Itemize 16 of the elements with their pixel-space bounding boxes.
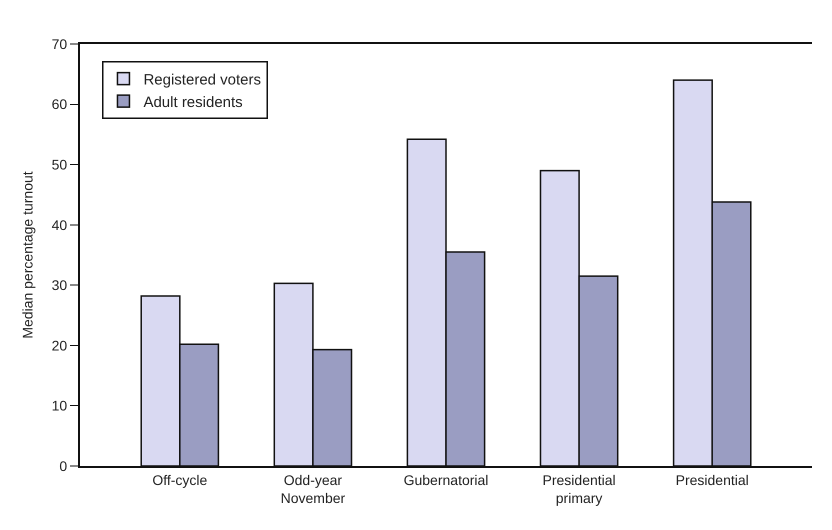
y-tick-label: 40 — [52, 216, 68, 233]
legend-label: Adult residents — [143, 94, 243, 111]
y-tick-label: 0 — [59, 458, 68, 474]
y-tick-label: 70 — [52, 36, 68, 52]
x-tick-label: Presidential — [676, 472, 749, 488]
x-tick-label: Presidential primary — [542, 472, 616, 506]
y-axis-title: Median percentage turnout — [20, 171, 36, 339]
x-tick-label: Odd-year November — [280, 472, 346, 506]
x-tick-label: Gubernatorial — [404, 472, 488, 488]
y-tick-label: 30 — [52, 277, 68, 294]
y-tick-label: 60 — [52, 96, 68, 112]
y-tick-label: 50 — [52, 156, 68, 172]
x-tick-label: Off-cycle — [152, 472, 208, 488]
y-tick-label: 20 — [52, 337, 68, 354]
legend-label: Registered voters — [143, 71, 262, 88]
y-tick-label: 10 — [52, 398, 68, 414]
